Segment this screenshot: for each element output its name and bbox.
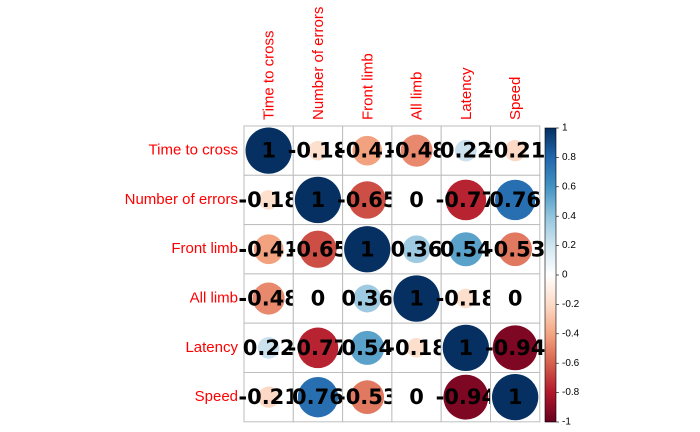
correlation-value: -0.21 (485, 139, 546, 163)
colorbar-tick-label: -0.2 (562, 299, 580, 310)
column-label: All limb (409, 72, 426, 120)
colorbar-tick-label: 0.4 (562, 211, 576, 222)
correlation-circle (297, 376, 339, 418)
correlation-circle (456, 288, 476, 309)
colorbar-tick-label: 0.2 (562, 240, 576, 251)
colorbar-tick-label: -0.8 (562, 387, 580, 398)
row-label: Front limb (171, 240, 238, 257)
grid-cell (391, 174, 442, 226)
correlation-circle (504, 140, 526, 162)
correlation-value: 1 (459, 336, 474, 360)
correlation-circle (400, 134, 433, 167)
correlation-circle (297, 327, 339, 369)
correlation-circle (353, 284, 382, 313)
colorbar-tick-label: 0 (562, 270, 568, 281)
correlation-value: 1 (409, 287, 424, 311)
correlation-value: 0 (508, 287, 523, 311)
colorbar-tick-label: -0.6 (562, 358, 580, 369)
correlation-circle (402, 235, 431, 264)
column-label: Front limb (359, 53, 376, 120)
row-label: Latency (185, 339, 238, 356)
correlation-value: -0.65 (288, 237, 349, 261)
correlation-value: -0.18 (288, 139, 349, 163)
correlation-value: -0.21 (238, 385, 299, 409)
correlation-value: -0.53 (485, 237, 546, 261)
correlation-circle (393, 275, 440, 322)
correlation-value: -0.53 (337, 385, 398, 409)
column-labels: Time to cross Number of errors Front limb A… (261, 7, 525, 120)
column-label: Speed (507, 77, 524, 120)
correlation-value: -0.94 (485, 336, 546, 360)
cell-layer: 1 -0.18-0.41-0.480.22-0.21-0.18 1 -0.65 0 -0.… (238, 125, 546, 423)
correlation-circle (492, 374, 539, 421)
correlation-value: 0.36 (341, 287, 393, 311)
correlation-circle (258, 386, 280, 408)
correlation-value: 0 (409, 188, 424, 212)
correlation-value: 0.54 (341, 336, 393, 360)
column-label: Latency (458, 67, 475, 120)
correlation-circle (299, 230, 337, 268)
correlation-circle (352, 135, 383, 166)
correlation-value: -0.41 (238, 237, 299, 261)
correlation-value: 1 (360, 237, 375, 261)
correlation-circle (442, 324, 489, 371)
colorbar-tick-label: 1 (562, 123, 568, 134)
correlation-value: -0.77 (288, 336, 349, 360)
correlation-circle (258, 190, 279, 210)
colorbar-tick-label: -1 (562, 417, 571, 428)
grid-cell (490, 273, 541, 324)
correlation-value: -0.18 (238, 188, 299, 212)
correlation-circle (492, 325, 538, 371)
colorbar-scale (544, 127, 557, 423)
correlation-value: 1 (261, 139, 276, 163)
correlation-value: 0.76 (489, 188, 541, 212)
correlation-value: 0.22 (440, 139, 492, 163)
row-label: Speed (195, 388, 238, 405)
correlation-circle (443, 374, 489, 420)
correlation-circle (494, 179, 536, 221)
correlation-circle (348, 181, 386, 219)
row-label: All limb (190, 290, 238, 307)
row-label: Time to cross (149, 142, 238, 159)
color-legend: 1 0.8 0.6 0.4 0.2 0 -0.2 -0.4 -0.6 -0.8 -1 (544, 123, 580, 428)
correlation-value: -0.48 (386, 139, 447, 163)
correlation-value: -0.77 (436, 188, 497, 212)
correlation-value: 0.54 (440, 237, 492, 261)
correlation-value: 0 (409, 385, 424, 409)
correlation-circle (448, 232, 483, 267)
correlation-circle (454, 139, 477, 162)
correlation-value: 0 (311, 287, 326, 311)
correlation-circle (445, 179, 487, 221)
correlation-value: 1 (508, 385, 523, 409)
correlation-circle (406, 338, 427, 358)
correlation-value: 0.76 (292, 385, 344, 409)
correlation-value: -0.48 (238, 287, 299, 311)
row-labels: Time to cross Number of errors Front limb A… (125, 142, 239, 406)
correlation-value: -0.65 (337, 188, 398, 212)
correlation-value: -0.41 (337, 139, 398, 163)
correlation-circle (252, 282, 285, 315)
colorbar-tick-label: -0.4 (562, 328, 580, 339)
correlation-value: -0.94 (436, 385, 497, 409)
correlation-circle (294, 176, 342, 224)
correlation-circle (245, 127, 292, 174)
correlation-circle (498, 232, 533, 267)
correlation-value: 0.36 (391, 237, 443, 261)
correlation-circle (253, 234, 284, 265)
correlation-circle (350, 330, 385, 365)
correlation-value: -0.18 (436, 287, 497, 311)
colorbar-tick-label: 0.6 (562, 181, 576, 192)
correlation-circle (308, 140, 328, 161)
correlation-circle (350, 380, 385, 415)
colorbar-tick-label: 0.8 (562, 152, 576, 163)
correlation-circle (344, 226, 391, 273)
correlation-value: 0.22 (243, 336, 295, 360)
row-label: Number of errors (125, 191, 238, 208)
column-label: Number of errors (310, 7, 327, 120)
correlation-value: 1 (311, 188, 326, 212)
correlation-circle (257, 336, 280, 359)
column-label: Time to cross (261, 31, 278, 120)
correlation-value: -0.18 (386, 336, 447, 360)
